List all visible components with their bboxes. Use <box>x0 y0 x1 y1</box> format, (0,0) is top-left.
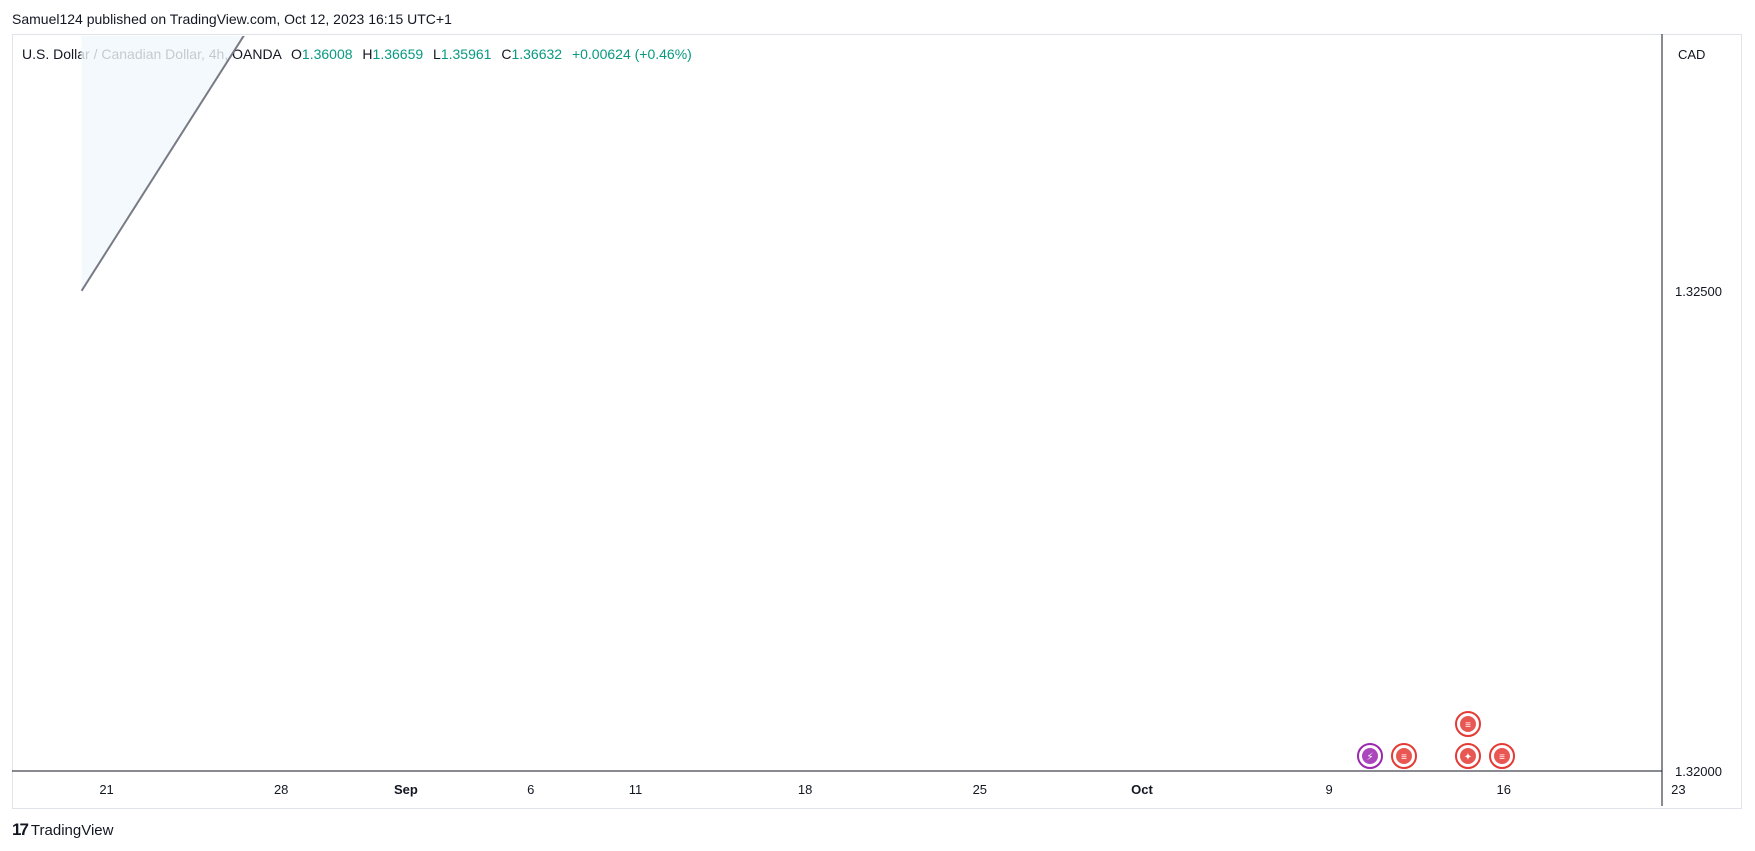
time-tick-label: 25 <box>973 782 987 797</box>
time-tick-label: 18 <box>798 782 812 797</box>
channel-fill <box>81 36 244 291</box>
open-value: 1.36008 <box>301 46 353 62</box>
lower-channel <box>80 36 245 292</box>
tradingview-logo-icon: 17 <box>12 820 29 839</box>
time-tick-label: 28 <box>274 782 288 797</box>
price-tick-label: 1.32000 <box>1675 764 1722 779</box>
plot-area: 3(5)(v)(iii)(iv)451.379101.368921.357531… <box>80 36 1515 769</box>
event-icon-glyph: ≡ <box>1401 752 1407 763</box>
time-tick-label: 11 <box>629 782 643 797</box>
low-label: L <box>433 46 441 62</box>
chart-frame <box>12 34 1742 809</box>
open-label: O <box>291 46 302 62</box>
event-icon-glyph: ✦ <box>1464 752 1472 763</box>
publisher-line: Samuel124 published on TradingView.com, … <box>12 11 452 27</box>
event-icon-fill <box>1362 748 1378 764</box>
currency-label[interactable]: CAD <box>1678 47 1706 62</box>
brand-label: TradingView <box>30 821 114 839</box>
time-tick-label: 23 <box>1671 782 1685 797</box>
close-value: 1.36632 <box>511 46 563 62</box>
time-tick-label: 16 <box>1497 782 1511 797</box>
event-icon-glyph: ⚡ <box>1366 752 1373 763</box>
us-flag-event-icon-3: ≡ <box>1455 711 1481 737</box>
ca-flag-event-icon: ✦ <box>1455 743 1481 769</box>
us-flag-event-icon-2: ≡ <box>1489 743 1515 769</box>
event-icon-glyph: ≡ <box>1465 720 1471 731</box>
event-icon-fill <box>1460 748 1476 764</box>
tradingview-brand[interactable]: 17 TradingView <box>12 820 113 840</box>
time-tick-label: 21 <box>99 782 113 797</box>
time-tick-label: 9 <box>1325 782 1332 797</box>
change-value: +0.00624 (+0.46%) <box>571 46 692 62</box>
close-label: C <box>501 46 512 62</box>
high-value: 1.36659 <box>372 46 424 62</box>
lightning-event-icon: ⚡ <box>1357 743 1383 769</box>
time-tick-label: Sep <box>394 782 418 797</box>
low-value: 1.35961 <box>440 46 492 62</box>
price-tick-label: 1.32500 <box>1675 284 1722 299</box>
us-flag-event-icon: ≡ <box>1391 743 1417 769</box>
event-icon-fill <box>1494 748 1510 764</box>
event-icon-fill <box>1460 716 1476 732</box>
event-icon-fill <box>1396 748 1412 764</box>
time-tick-label: 6 <box>527 782 534 797</box>
high-label: H <box>362 46 373 62</box>
event-icon-glyph: ≡ <box>1499 752 1505 763</box>
time-tick-label: Oct <box>1131 782 1153 797</box>
